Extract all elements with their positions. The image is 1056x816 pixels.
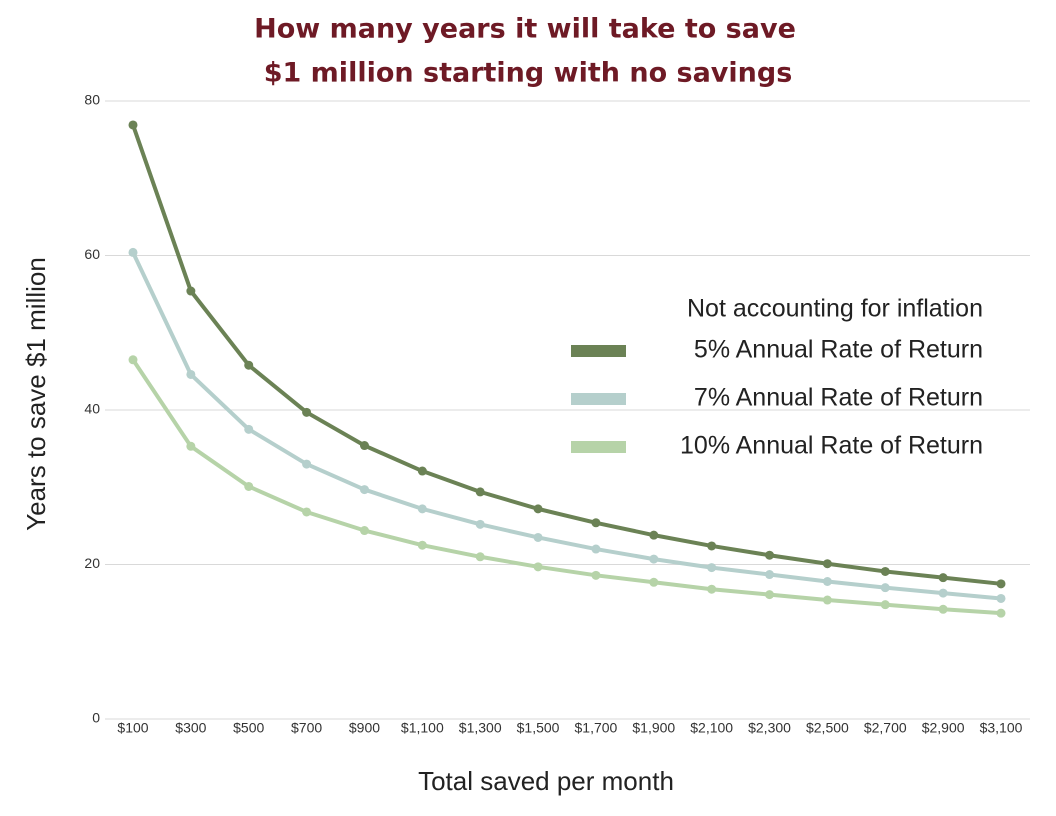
y-tick-label: 20 bbox=[84, 555, 100, 571]
data-point bbox=[765, 550, 775, 560]
data-point bbox=[938, 604, 948, 614]
x-axis-label: Total saved per month bbox=[418, 766, 674, 796]
data-point bbox=[765, 570, 775, 580]
x-tick-label: $1,300 bbox=[459, 720, 502, 736]
data-point bbox=[649, 530, 659, 540]
data-point bbox=[822, 559, 832, 569]
data-point bbox=[996, 593, 1006, 603]
data-point bbox=[880, 566, 890, 576]
x-tick-label: $1,500 bbox=[517, 720, 560, 736]
data-point bbox=[475, 519, 485, 529]
data-point bbox=[822, 576, 832, 586]
legend-label: 5% Annual Rate of Return bbox=[694, 336, 983, 364]
x-tick-label: $2,300 bbox=[748, 720, 791, 736]
data-point bbox=[765, 590, 775, 600]
data-point bbox=[707, 541, 717, 551]
legend-label: 10% Annual Rate of Return bbox=[680, 432, 983, 460]
data-point bbox=[302, 459, 312, 469]
data-point bbox=[996, 608, 1006, 618]
y-tick-label: 60 bbox=[84, 246, 100, 262]
x-tick-label: $3,100 bbox=[980, 720, 1023, 736]
x-tick-label: $1,100 bbox=[401, 720, 444, 736]
data-point bbox=[880, 600, 890, 610]
x-tick-label: $2,700 bbox=[864, 720, 907, 736]
data-point bbox=[649, 577, 659, 587]
series-line bbox=[131, 124, 1002, 586]
data-point bbox=[244, 424, 254, 434]
data-point bbox=[475, 487, 485, 497]
y-tick-label: 0 bbox=[92, 710, 100, 726]
x-tick-label: $100 bbox=[117, 720, 148, 736]
x-tick-label: $700 bbox=[291, 720, 322, 736]
data-point bbox=[938, 573, 948, 583]
data-point bbox=[302, 407, 312, 417]
data-point bbox=[822, 595, 832, 605]
data-point bbox=[880, 583, 890, 593]
data-point bbox=[996, 579, 1006, 589]
legend-swatch bbox=[571, 345, 626, 357]
legend-swatch bbox=[571, 393, 626, 405]
data-point bbox=[591, 570, 601, 580]
data-point bbox=[649, 554, 659, 564]
data-point bbox=[359, 526, 369, 536]
data-point bbox=[186, 286, 196, 296]
data-point bbox=[244, 481, 254, 491]
x-tick-label: $2,500 bbox=[806, 720, 849, 736]
x-tick-label: $900 bbox=[349, 720, 380, 736]
data-point bbox=[707, 563, 717, 573]
data-point bbox=[359, 441, 369, 451]
series-line bbox=[131, 251, 1002, 601]
series-line bbox=[131, 358, 1002, 616]
legend-title: Not accounting for inflation bbox=[687, 295, 983, 323]
data-point bbox=[591, 544, 601, 554]
data-point bbox=[128, 120, 138, 130]
data-point bbox=[533, 504, 543, 514]
y-axis-label: Years to save $1 million bbox=[21, 257, 51, 531]
data-point bbox=[302, 507, 312, 517]
data-point bbox=[244, 360, 254, 370]
legend-label: 7% Annual Rate of Return bbox=[694, 384, 983, 412]
data-point bbox=[128, 247, 138, 257]
x-tick-label: $300 bbox=[175, 720, 206, 736]
x-tick-label: $1,700 bbox=[575, 720, 618, 736]
data-point bbox=[591, 518, 601, 528]
data-point bbox=[938, 588, 948, 598]
data-point bbox=[707, 584, 717, 594]
data-point bbox=[533, 562, 543, 572]
x-tick-label: $500 bbox=[233, 720, 264, 736]
data-point bbox=[359, 485, 369, 495]
x-tick-label: $2,100 bbox=[690, 720, 733, 736]
data-point bbox=[128, 355, 138, 365]
data-point bbox=[475, 552, 485, 562]
data-point bbox=[186, 369, 196, 379]
data-point bbox=[533, 532, 543, 542]
data-point bbox=[417, 504, 427, 514]
data-point bbox=[417, 540, 427, 550]
chart-title: $1 million starting with no savings bbox=[264, 58, 793, 89]
data-point bbox=[186, 441, 196, 451]
y-tick-label: 40 bbox=[84, 401, 100, 417]
x-tick-label: $2,900 bbox=[922, 720, 965, 736]
data-point bbox=[417, 466, 427, 476]
legend-swatch bbox=[571, 441, 626, 453]
y-tick-label: 80 bbox=[84, 92, 100, 108]
x-tick-label: $1,900 bbox=[632, 720, 675, 736]
chart-title: How many years it will take to save bbox=[254, 14, 796, 45]
